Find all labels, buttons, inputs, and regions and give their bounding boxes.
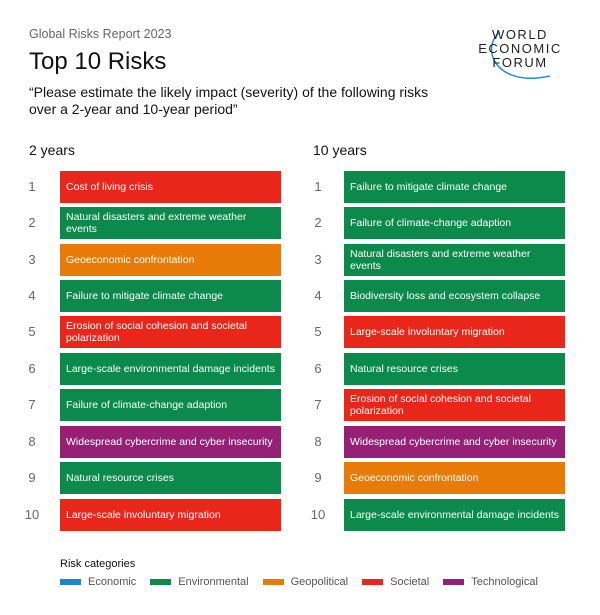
rank-number: 2 xyxy=(314,215,322,230)
legend-item: Economic xyxy=(60,576,136,588)
risk-item: Large-scale environmental damage inciden… xyxy=(60,353,281,385)
risk-item: Natural resource crises xyxy=(344,353,565,385)
risk-item: Large-scale environmental damage inciden… xyxy=(344,499,565,531)
risk-label: Cost of living crisis xyxy=(66,181,153,193)
risk-label: Biodiversity loss and ecosystem collapse xyxy=(350,290,541,302)
rank-number: 2 xyxy=(28,215,36,230)
risk-item: Failure of climate-change adaption xyxy=(60,389,281,421)
risk-label: Large-scale involuntary migration xyxy=(66,509,221,521)
legend-label: Economic xyxy=(88,576,137,588)
risk-label: Geoeconomic confrontation xyxy=(350,472,479,484)
risk-label: Erosion of social cohesion and societal … xyxy=(66,320,247,344)
rank-number: 1 xyxy=(314,179,322,194)
risk-item: Natural disasters and extreme weather ev… xyxy=(60,207,281,239)
rank-number: 8 xyxy=(28,434,36,449)
rank-number: 10 xyxy=(24,507,40,522)
report-subtitle: Global Risks Report 2023 xyxy=(29,27,172,41)
risk-label: Natural disasters and extreme weather ev… xyxy=(66,211,247,235)
rank-number: 3 xyxy=(314,252,322,267)
risk-label: Natural resource crises xyxy=(350,363,458,375)
risk-item: Widespread cybercrime and cyber insecuri… xyxy=(344,426,565,458)
risk-item: Cost of living crisis xyxy=(60,171,281,203)
rank-number: 7 xyxy=(28,397,36,412)
legend-label: Technological xyxy=(471,576,538,588)
column-heading: 10 years xyxy=(313,142,367,158)
risk-item: Natural disasters and extreme weather ev… xyxy=(344,244,565,276)
rank-number: 4 xyxy=(314,288,322,303)
risk-item: Biodiversity loss and ecosystem collapse xyxy=(344,280,565,312)
risk-item: Erosion of social cohesion and societal … xyxy=(344,389,565,421)
risk-label: Failure of climate-change adaption xyxy=(350,217,512,229)
risk-item: Failure to mitigate climate change xyxy=(344,171,565,203)
risk-label: Large-scale involuntary migration xyxy=(350,326,505,338)
risk-item: Geoeconomic confrontation xyxy=(60,244,281,276)
rank-number: 5 xyxy=(28,324,36,339)
rank-number: 8 xyxy=(314,434,322,449)
logo-line: WORLD xyxy=(492,27,548,42)
risk-label: Widespread cybercrime and cyber insecuri… xyxy=(350,436,557,448)
rank-number: 4 xyxy=(28,288,36,303)
risk-item: Natural resource crises xyxy=(60,462,281,494)
legend-label: Societal xyxy=(390,576,430,588)
legend-item: Environmental xyxy=(150,576,249,588)
page-title: Top 10 Risks xyxy=(29,48,167,75)
risk-label: Large-scale environmental damage inciden… xyxy=(350,509,559,521)
risk-item: Failure of climate-change adaption xyxy=(344,207,565,239)
legend-label: Geopolitical xyxy=(290,576,349,588)
risk-item: Widespread cybercrime and cyber insecuri… xyxy=(60,426,281,458)
risk-label: Natural disasters and extreme weather ev… xyxy=(350,248,531,272)
risk-label: Failure to mitigate climate change xyxy=(66,290,223,302)
rank-number: 9 xyxy=(314,470,322,485)
risk-label: Widespread cybercrime and cyber insecuri… xyxy=(66,436,273,448)
legend-title: Risk categories xyxy=(60,558,136,570)
rank-number: 1 xyxy=(28,179,36,194)
legend-swatch xyxy=(60,579,81,585)
wef-logo: WORLD ECONOMIC FORUM xyxy=(470,28,570,86)
rank-number: 6 xyxy=(28,361,36,376)
legend-item: Geopolitical xyxy=(262,576,349,588)
logo-arc-icon xyxy=(490,31,551,79)
rank-number: 10 xyxy=(310,507,326,522)
rank-number: 6 xyxy=(314,361,322,376)
risk-item: Large-scale involuntary migration xyxy=(344,316,565,348)
risk-label: Failure to mitigate climate change xyxy=(350,181,507,193)
legend-swatch xyxy=(443,579,465,585)
risk-label: Failure of climate-change adaption xyxy=(66,399,228,411)
legend-swatch xyxy=(362,579,384,585)
risk-item: Failure to mitigate climate change xyxy=(60,280,281,312)
legend-item: Technological xyxy=(443,576,538,588)
rank-number: 9 xyxy=(28,470,36,485)
legend: Economic Environmental Geopolitical Societa… xyxy=(60,576,552,588)
risk-item: Geoeconomic confrontation xyxy=(344,462,565,494)
column-heading: 2 years xyxy=(29,142,75,158)
legend-swatch xyxy=(150,579,172,585)
legend-label: Environmental xyxy=(178,576,249,588)
risk-label: Large-scale environmental damage inciden… xyxy=(66,363,275,375)
logo-line: ECONOMIC xyxy=(478,41,562,56)
risk-label: Erosion of social cohesion and societal … xyxy=(350,393,531,417)
legend-item: Societal xyxy=(362,576,429,588)
risk-item: Large-scale involuntary migration xyxy=(60,499,281,531)
risk-item: Erosion of social cohesion and societal … xyxy=(60,316,281,348)
rank-number: 5 xyxy=(314,324,322,339)
logo-line: FORUM xyxy=(492,55,548,70)
rank-number: 7 xyxy=(314,397,322,412)
survey-question: “Please estimate the likely impact (seve… xyxy=(29,84,429,117)
rank-number: 3 xyxy=(28,252,36,267)
risk-label: Geoeconomic confrontation xyxy=(66,254,195,266)
legend-swatch xyxy=(262,579,284,585)
risk-label: Natural resource crises xyxy=(66,472,174,484)
